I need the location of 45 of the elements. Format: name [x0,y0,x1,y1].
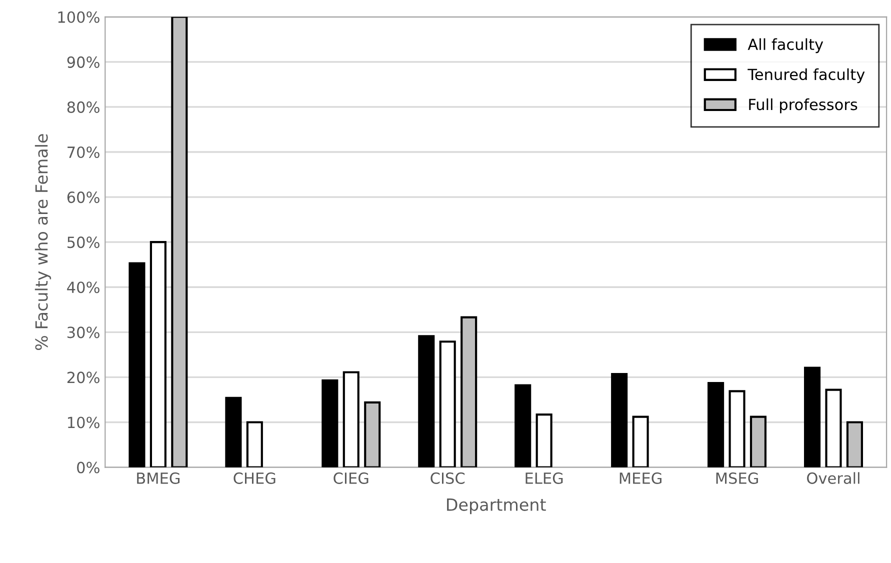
y-axis-title: % Faculty who are Female [34,134,52,350]
bar [364,401,381,468]
y-tick-label: 90% [67,56,100,68]
bar [171,16,188,468]
bar [150,241,166,468]
bar [128,262,146,468]
y-tick-label: 50% [68,236,100,248]
bar [342,371,360,468]
legend-label: Tenured faculty [748,68,865,84]
y-tick-label: 0% [77,462,100,474]
y-tick-label: 40% [67,282,100,294]
y-tick-label: 70% [68,146,100,158]
bar [225,396,242,468]
bar [439,340,456,468]
x-tick-label: CIEG [334,472,368,484]
bar [750,416,767,468]
x-tick-label: Overall [807,472,860,484]
legend-label: Full professors [749,98,858,114]
bar [728,390,746,468]
bar [611,373,628,468]
bar [418,335,435,468]
x-axis-title: Department [447,498,546,514]
bar [632,416,649,468]
x-tick-label: CISC [430,472,465,484]
bar [804,366,821,468]
x-tick-label: MEEG [620,472,662,484]
y-tick-label: 80% [67,101,100,113]
x-tick-label: BMEG [137,472,180,484]
bar [846,421,863,468]
bar [514,384,532,468]
x-tick-label: MSEG [716,472,758,484]
y-tick-label: 100% [58,11,100,23]
bar [536,414,552,468]
bar [825,388,842,468]
bar [246,421,263,468]
y-tick-label: 60% [67,192,100,204]
bar [708,382,724,468]
y-tick-label: 30% [67,326,100,338]
x-tick-label: CHEG [234,472,276,484]
x-tick-label: ELEG [526,472,563,484]
legend-label: All faculty [748,38,824,54]
y-tick-label: 10% [68,416,100,428]
bar [322,379,338,468]
bar [460,316,478,468]
y-tick-label: 20% [67,372,100,384]
